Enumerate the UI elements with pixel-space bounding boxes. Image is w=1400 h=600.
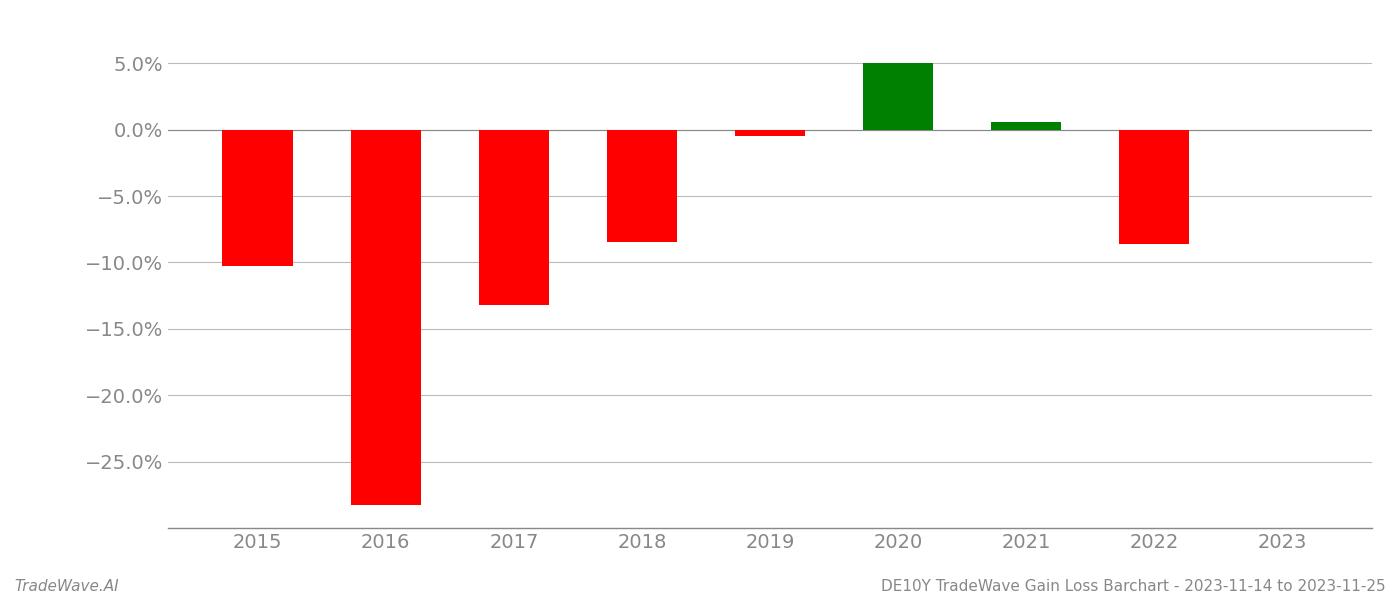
Bar <box>223 130 293 266</box>
Text: TradeWave.AI: TradeWave.AI <box>14 579 119 594</box>
Bar <box>735 130 805 136</box>
Bar <box>350 130 421 505</box>
Bar <box>991 122 1061 130</box>
Bar <box>479 130 549 305</box>
Text: DE10Y TradeWave Gain Loss Barchart - 2023-11-14 to 2023-11-25: DE10Y TradeWave Gain Loss Barchart - 202… <box>882 579 1386 594</box>
Bar <box>1119 130 1190 244</box>
Bar <box>862 63 934 130</box>
Bar <box>606 130 678 242</box>
